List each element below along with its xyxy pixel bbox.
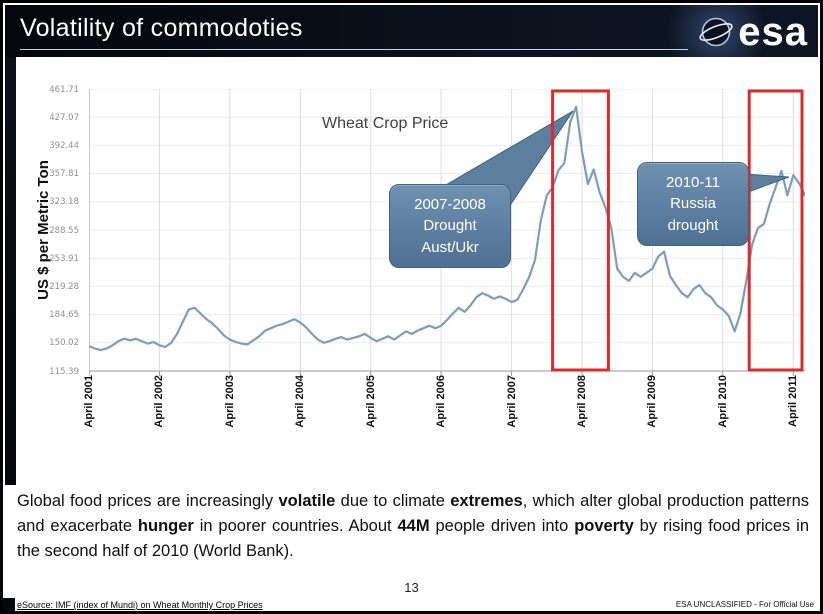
- x-tick-label: April 2001: [83, 375, 95, 428]
- body-text: , which alter global production patterns…: [17, 492, 809, 536]
- y-tick-label: 219.28: [49, 281, 79, 292]
- x-tick-label: April 2002: [153, 375, 166, 428]
- title-underline: [20, 49, 688, 50]
- y-tick-label: 323.18: [49, 197, 79, 208]
- bottom-left-template-square: [3, 598, 15, 611]
- x-tick-label: April 2009: [646, 375, 659, 428]
- source-link[interactable]: eSource: IMF (index of Mundi) on Wheat M…: [17, 600, 263, 610]
- x-tick-label: April 2008: [575, 375, 588, 428]
- body-text: due to climate: [335, 492, 451, 510]
- body-text: in poorer countries. About: [193, 517, 398, 536]
- y-tick-label: 288.55: [49, 225, 79, 236]
- y-tick-label: 184.65: [49, 310, 79, 321]
- x-tick-label: April 2007: [505, 375, 518, 428]
- esa-logo-text: esa: [738, 10, 808, 54]
- page-number: 13: [404, 580, 419, 595]
- emphasis-text: extremes: [450, 492, 523, 510]
- x-tick-label: April 2010: [716, 375, 729, 428]
- summary-paragraph: Global food prices are increasingly vola…: [17, 489, 809, 564]
- chart-title: Wheat Crop Price: [322, 115, 449, 132]
- x-tick-label: April 2011: [787, 375, 800, 427]
- y-tick-label: 150.02: [49, 338, 79, 349]
- classification-label: ESA UNCLASSIFIED - For Official Use: [675, 600, 814, 609]
- callout-russia-drought: 2010-11 Russia drought: [637, 162, 749, 246]
- price-line: [87, 105, 807, 352]
- y-tick-label: 357.81: [49, 169, 79, 180]
- slide-header: Volatility of commodoties esa: [5, 5, 818, 57]
- body-text: people driven into: [429, 517, 575, 536]
- callout-drought-aust-ukr: 2007-2008 Drought Aust/Ukr: [389, 184, 511, 268]
- x-tick-label: April 2004: [294, 375, 307, 428]
- body-text: by rising food prices in the second half…: [17, 517, 810, 561]
- wheat-price-chart: US $ per Metric Ton 461.71 427.07 392.44 35…: [15, 61, 817, 463]
- emphasis-text: hunger: [137, 517, 194, 536]
- y-tick-label: 115.39: [49, 366, 79, 377]
- y-tick-label: 461.71: [49, 84, 79, 95]
- body-text: Global food prices are increasingly: [17, 492, 279, 510]
- y-tick-label: 427.07: [49, 112, 79, 123]
- y-tick-label: 253.91: [49, 253, 79, 264]
- plot-area: Wheat Crop Price 2007-2008 Drought Aust/…: [87, 88, 807, 377]
- esa-logo: esa: [697, 12, 808, 52]
- highlight-box: [551, 89, 610, 372]
- x-tick-label: April 2003: [223, 375, 236, 428]
- x-tick-label: April 2006: [435, 375, 448, 428]
- esa-globe-icon: [699, 17, 733, 47]
- left-template-stripe: [5, 57, 16, 485]
- page-title: Volatility of commodoties: [20, 14, 303, 42]
- x-tick-label: April 2005: [364, 375, 377, 428]
- emphasis-text: volatile: [278, 492, 336, 510]
- y-tick-label: 392.44: [49, 140, 79, 151]
- emphasis-text: 44M: [397, 517, 430, 536]
- highlight-box: [747, 89, 804, 372]
- emphasis-text: poverty: [574, 517, 634, 536]
